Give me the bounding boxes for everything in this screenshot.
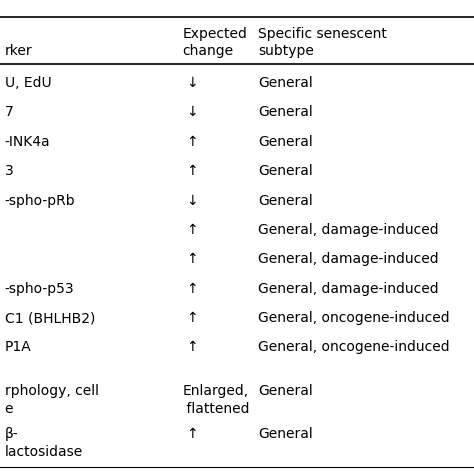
Text: General: General xyxy=(258,193,313,208)
Text: General: General xyxy=(258,76,313,90)
Text: ↑: ↑ xyxy=(186,282,198,296)
Text: ↑: ↑ xyxy=(186,311,198,325)
Text: change: change xyxy=(182,44,234,58)
Text: C1 (BHLHB2): C1 (BHLHB2) xyxy=(5,311,95,325)
Text: General: General xyxy=(258,427,313,441)
Text: ↑: ↑ xyxy=(186,135,198,149)
Text: 7: 7 xyxy=(5,105,13,119)
Text: General, damage-induced: General, damage-induced xyxy=(258,252,439,266)
Text: U, EdU: U, EdU xyxy=(5,76,51,90)
Text: ↓: ↓ xyxy=(186,76,198,90)
Text: General, oncogene-induced: General, oncogene-induced xyxy=(258,340,450,355)
Text: ↑: ↑ xyxy=(186,223,198,237)
Text: β-: β- xyxy=(5,427,18,441)
Text: Enlarged,: Enlarged, xyxy=(182,384,249,398)
Text: 3: 3 xyxy=(5,164,13,178)
Text: -INK4a: -INK4a xyxy=(5,135,50,149)
Text: General: General xyxy=(258,135,313,149)
Text: -spho-pRb: -spho-pRb xyxy=(5,193,75,208)
Text: General: General xyxy=(258,164,313,178)
Text: General: General xyxy=(258,384,313,398)
Text: General: General xyxy=(258,105,313,119)
Text: ↑: ↑ xyxy=(186,340,198,355)
Text: Expected: Expected xyxy=(182,27,247,41)
Text: ↑: ↑ xyxy=(186,164,198,178)
Text: subtype: subtype xyxy=(258,44,314,58)
Text: General, damage-induced: General, damage-induced xyxy=(258,282,439,296)
Text: ↓: ↓ xyxy=(186,193,198,208)
Text: ↓: ↓ xyxy=(186,105,198,119)
Text: ↑: ↑ xyxy=(186,427,198,441)
Text: P1A: P1A xyxy=(5,340,31,355)
Text: Specific senescent: Specific senescent xyxy=(258,27,387,41)
Text: lactosidase: lactosidase xyxy=(5,445,83,459)
Text: -spho-p53: -spho-p53 xyxy=(5,282,74,296)
Text: rker: rker xyxy=(5,44,32,58)
Text: e: e xyxy=(5,402,13,416)
Text: rphology, cell: rphology, cell xyxy=(5,384,99,398)
Text: flattened: flattened xyxy=(182,402,250,416)
Text: General, oncogene-induced: General, oncogene-induced xyxy=(258,311,450,325)
Text: General, damage-induced: General, damage-induced xyxy=(258,223,439,237)
Text: ↑: ↑ xyxy=(186,252,198,266)
